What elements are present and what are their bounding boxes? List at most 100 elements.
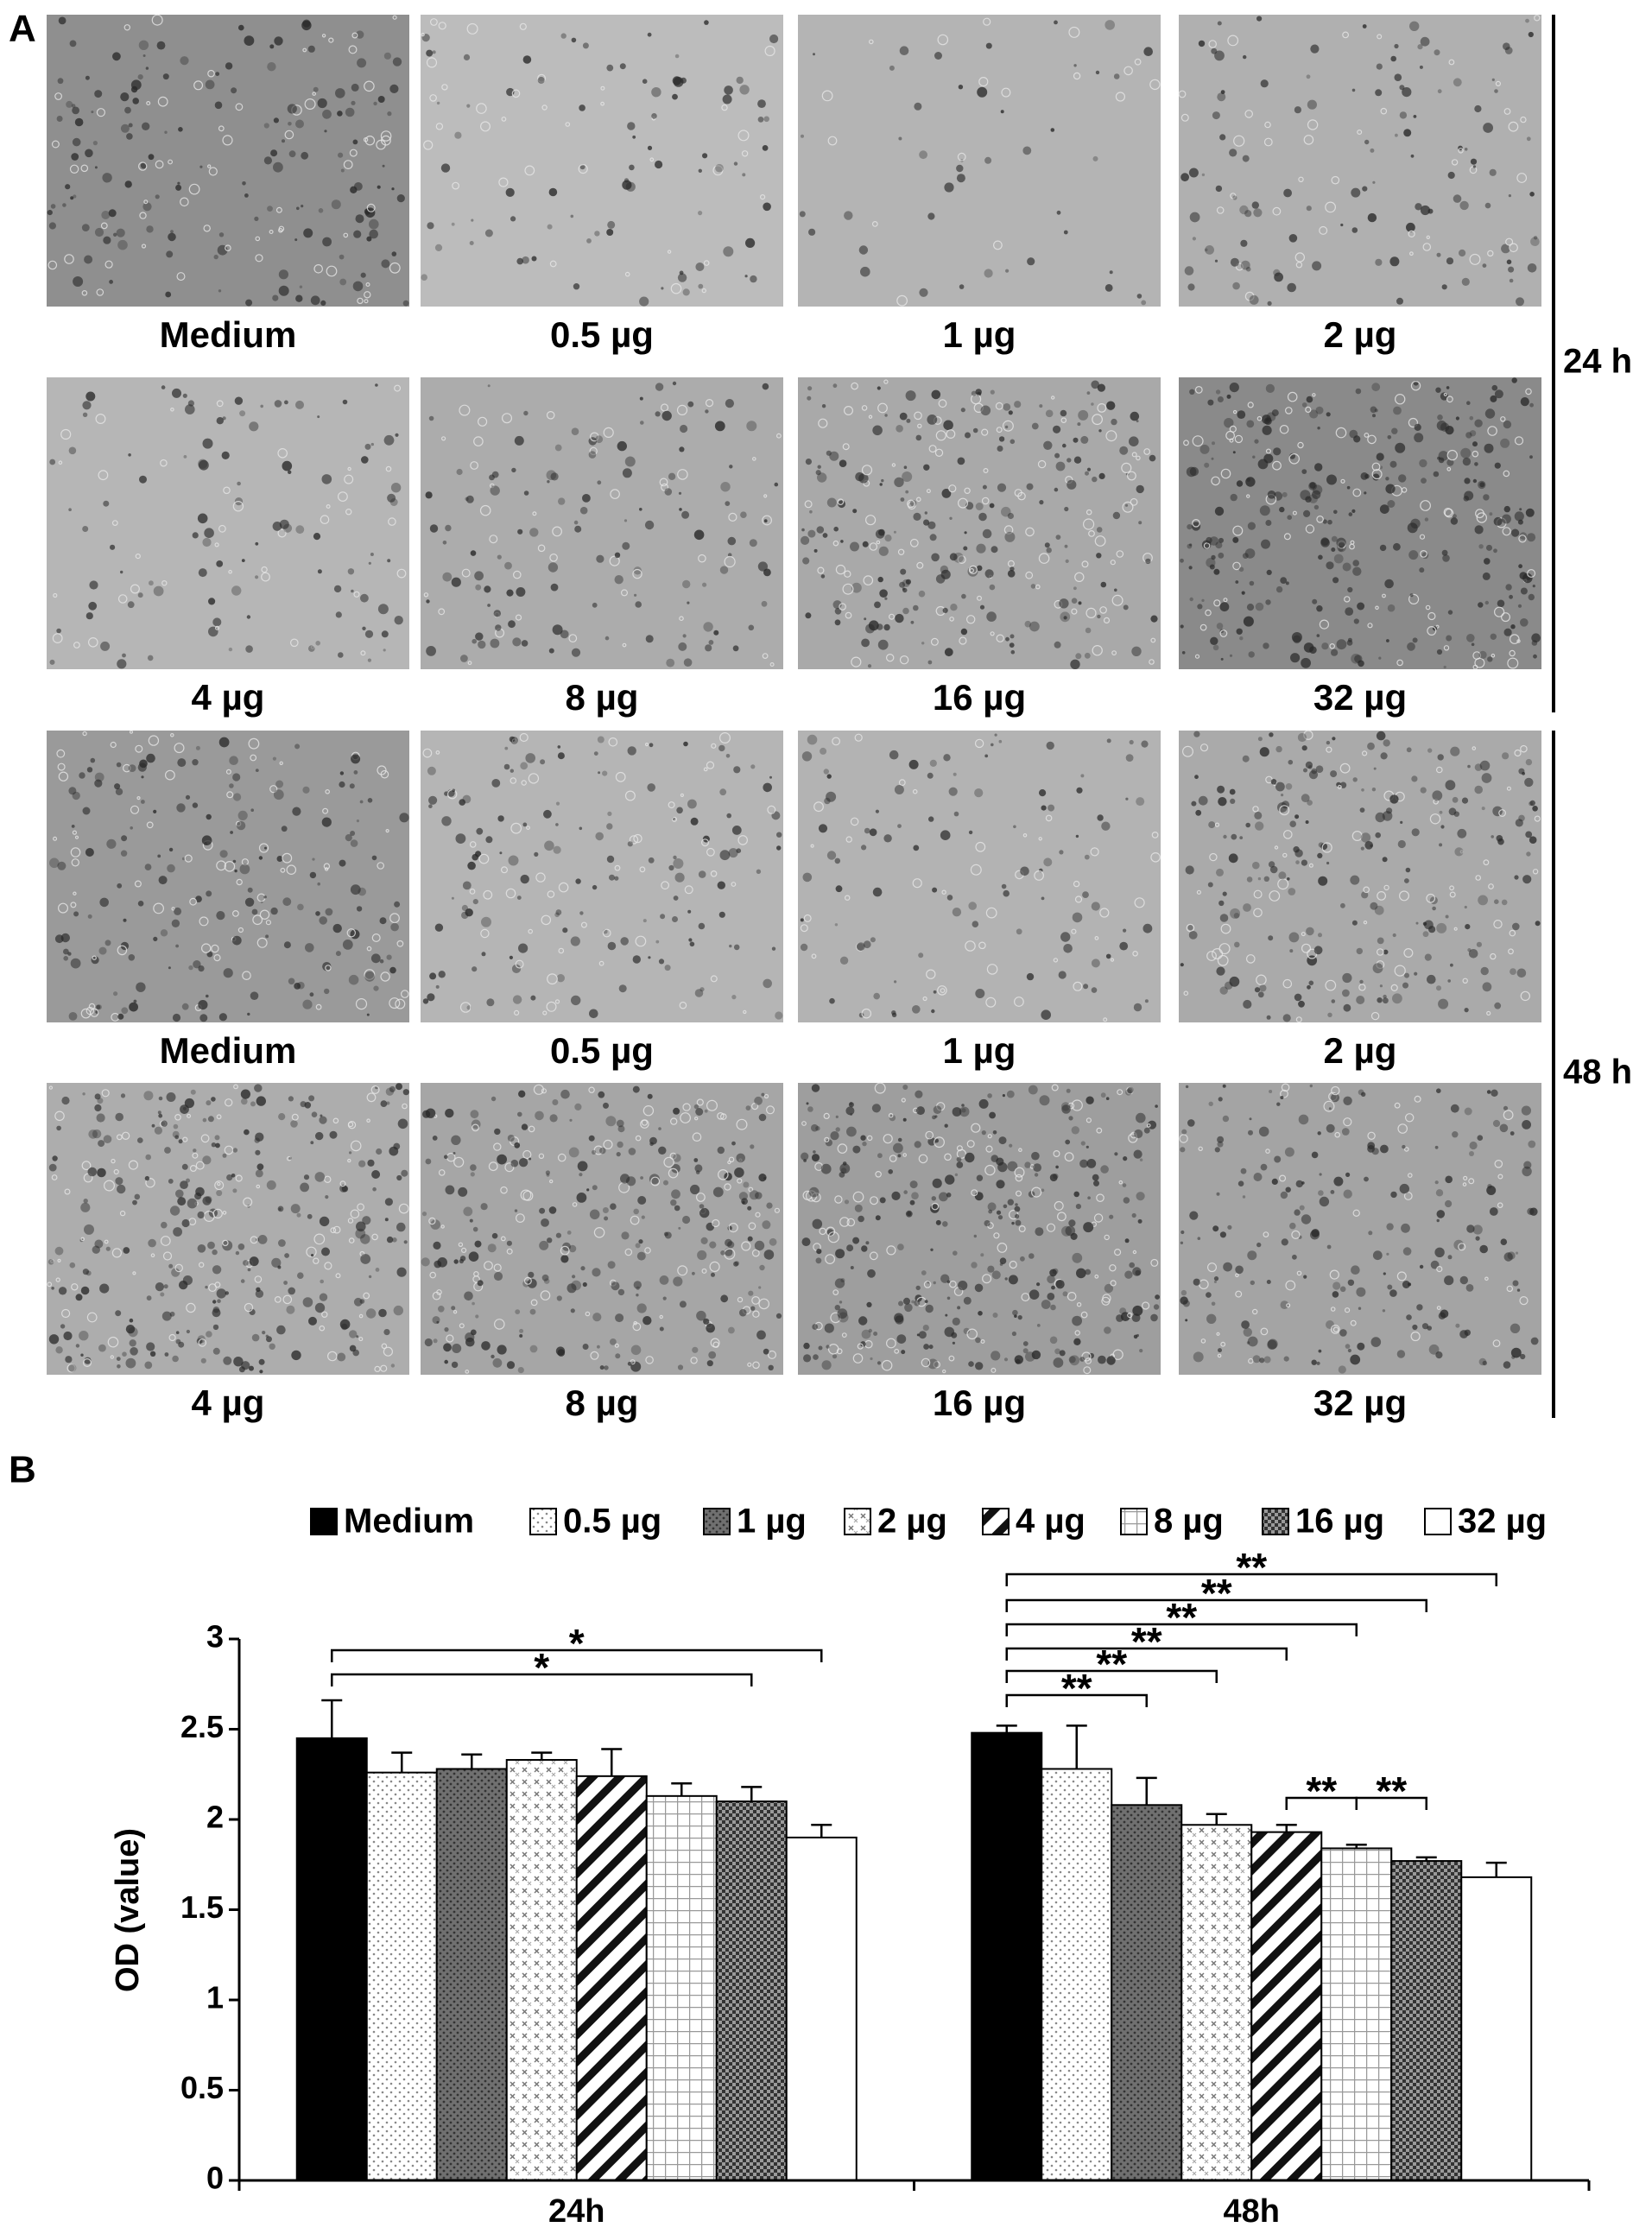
bar	[715, 1800, 788, 2182]
cell	[723, 246, 734, 257]
cell	[636, 1303, 647, 1313]
cell	[714, 421, 725, 432]
cell	[1253, 889, 1263, 899]
cell	[202, 1155, 212, 1165]
cell	[1353, 618, 1359, 624]
cell	[503, 763, 510, 770]
cell	[180, 1104, 189, 1114]
cell	[158, 1113, 163, 1118]
cell	[988, 1209, 993, 1214]
cell	[272, 756, 276, 761]
cell	[492, 1357, 503, 1368]
cell	[1119, 941, 1129, 951]
cell	[606, 823, 613, 830]
cell	[313, 533, 321, 541]
cell	[688, 938, 693, 942]
cell	[1376, 960, 1385, 970]
cell	[1464, 478, 1471, 484]
cell	[1136, 797, 1145, 807]
cell	[1111, 418, 1117, 426]
cell	[594, 231, 600, 237]
cell	[1294, 993, 1302, 1002]
cell	[455, 833, 466, 844]
cell	[1335, 427, 1347, 439]
cell	[1393, 542, 1401, 551]
cell	[1218, 552, 1225, 559]
cell	[750, 764, 756, 769]
legend-label: Medium	[344, 1503, 474, 1541]
cell	[1309, 646, 1317, 654]
cell	[702, 582, 707, 587]
cell	[360, 650, 366, 656]
cell	[632, 135, 636, 139]
cell	[674, 1205, 680, 1212]
cell	[99, 897, 109, 908]
cell	[1038, 553, 1050, 564]
cell	[1424, 517, 1429, 522]
cell	[249, 1308, 256, 1315]
cell	[358, 1313, 364, 1319]
cell	[1113, 1248, 1122, 1256]
cell	[549, 1179, 554, 1184]
cell	[614, 575, 623, 585]
cell	[47, 1259, 54, 1265]
cell	[763, 116, 769, 123]
cell	[1252, 806, 1259, 813]
cell	[658, 1127, 661, 1130]
cell	[1326, 561, 1334, 570]
cell	[974, 1283, 984, 1293]
cell	[835, 1115, 839, 1118]
cell	[756, 869, 762, 874]
cell	[812, 1324, 819, 1330]
cell	[1063, 230, 1068, 235]
cell	[1110, 1280, 1117, 1287]
cell	[640, 1176, 643, 1180]
cell	[560, 33, 566, 39]
significance-bracket	[1005, 1693, 1148, 1707]
cell	[426, 49, 434, 57]
cell	[122, 1351, 127, 1357]
significance-bracket	[1005, 1598, 1427, 1612]
cell	[1186, 466, 1197, 478]
cell	[1351, 187, 1361, 198]
cell	[557, 745, 561, 749]
cell	[1402, 1144, 1406, 1149]
cell	[1100, 581, 1107, 588]
cell	[621, 1231, 630, 1240]
cell	[74, 835, 79, 839]
cell	[647, 145, 653, 150]
cell	[927, 1358, 939, 1370]
cell	[1003, 525, 1014, 535]
cell	[491, 1232, 498, 1239]
cell	[857, 1343, 864, 1350]
cell	[428, 1217, 436, 1225]
cell	[68, 1012, 78, 1021]
cell	[704, 20, 709, 25]
cell	[1484, 408, 1496, 419]
cell	[1116, 1314, 1123, 1322]
cell	[541, 1088, 548, 1094]
cell	[1522, 573, 1533, 584]
cell	[218, 289, 222, 293]
cell	[156, 41, 166, 50]
cell	[1059, 850, 1064, 855]
cell	[1235, 1273, 1239, 1278]
cell	[649, 1136, 657, 1145]
cell	[732, 645, 739, 652]
cell	[904, 1303, 913, 1313]
cell	[1050, 1304, 1056, 1311]
cell	[486, 998, 495, 1007]
micrograph	[47, 14, 409, 307]
cell	[423, 140, 434, 150]
cell	[562, 927, 568, 933]
cell	[364, 443, 371, 450]
cell	[1428, 1344, 1440, 1355]
cell	[619, 63, 626, 70]
cell	[1353, 435, 1361, 443]
cell	[1394, 965, 1406, 977]
cell	[493, 1263, 502, 1272]
cell	[683, 658, 693, 667]
cell	[198, 459, 208, 469]
cell	[278, 1239, 286, 1247]
